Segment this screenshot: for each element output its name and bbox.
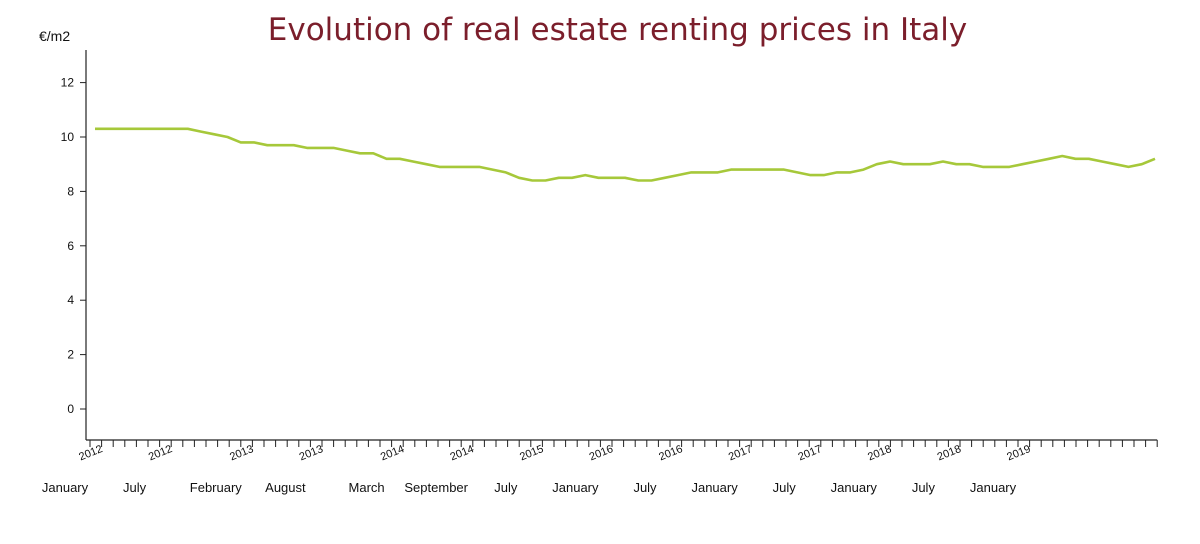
series-line xyxy=(95,127,1156,182)
x-tick-label-month: January xyxy=(831,480,878,495)
y-tick-label: 6 xyxy=(67,239,74,253)
y-tick-label: 2 xyxy=(67,348,74,362)
x-tick-label-year: 2015 xyxy=(518,443,545,463)
x-tick-label-year: 2018 xyxy=(936,443,963,463)
x-tick-label-year: 2012 xyxy=(147,443,174,463)
x-tick-label-month: January xyxy=(691,480,738,495)
y-tick-label: 12 xyxy=(61,76,75,90)
chart-title: Evolution of real estate renting prices … xyxy=(267,12,968,48)
x-tick-label-month: July xyxy=(912,480,936,495)
x-tick-label-month: January xyxy=(42,480,89,495)
x-tick-label-month: January xyxy=(970,480,1017,495)
x-tick-label-year: 2014 xyxy=(379,443,406,463)
x-tick-label-year: 2019 xyxy=(1005,443,1032,463)
x-tick-label-month: July xyxy=(773,480,797,495)
x-tick-label-year: 2016 xyxy=(657,443,684,463)
y-tick-label: 0 xyxy=(67,402,74,416)
x-tick-label-month: March xyxy=(349,480,385,495)
x-tick-label-month: July xyxy=(494,480,518,495)
y-axis-label: €/m2 xyxy=(39,28,71,44)
x-tick-label-year: 2017 xyxy=(796,443,823,463)
y-tick-label: 8 xyxy=(67,184,74,198)
x-tick-label-month: August xyxy=(265,480,306,495)
x-tick-label-year: 2013 xyxy=(298,443,325,463)
x-tick-label-year: 2014 xyxy=(448,443,475,463)
x-tick-label-year: 2016 xyxy=(588,443,615,463)
x-tick-label-month: July xyxy=(123,480,147,495)
x-tick-label-month: January xyxy=(552,480,599,495)
x-tick-label-year: 2013 xyxy=(228,443,255,463)
x-tick-label-month: February xyxy=(190,480,243,495)
x-tick-label-year: 2018 xyxy=(866,443,893,463)
x-tick-label-month: July xyxy=(633,480,657,495)
y-tick-label: 10 xyxy=(61,130,75,144)
x-tick-label-year: 2017 xyxy=(727,443,754,463)
x-tick-label-year: 2012 xyxy=(77,443,104,463)
y-tick-label: 4 xyxy=(67,293,74,307)
x-tick-label-month: September xyxy=(404,480,468,495)
